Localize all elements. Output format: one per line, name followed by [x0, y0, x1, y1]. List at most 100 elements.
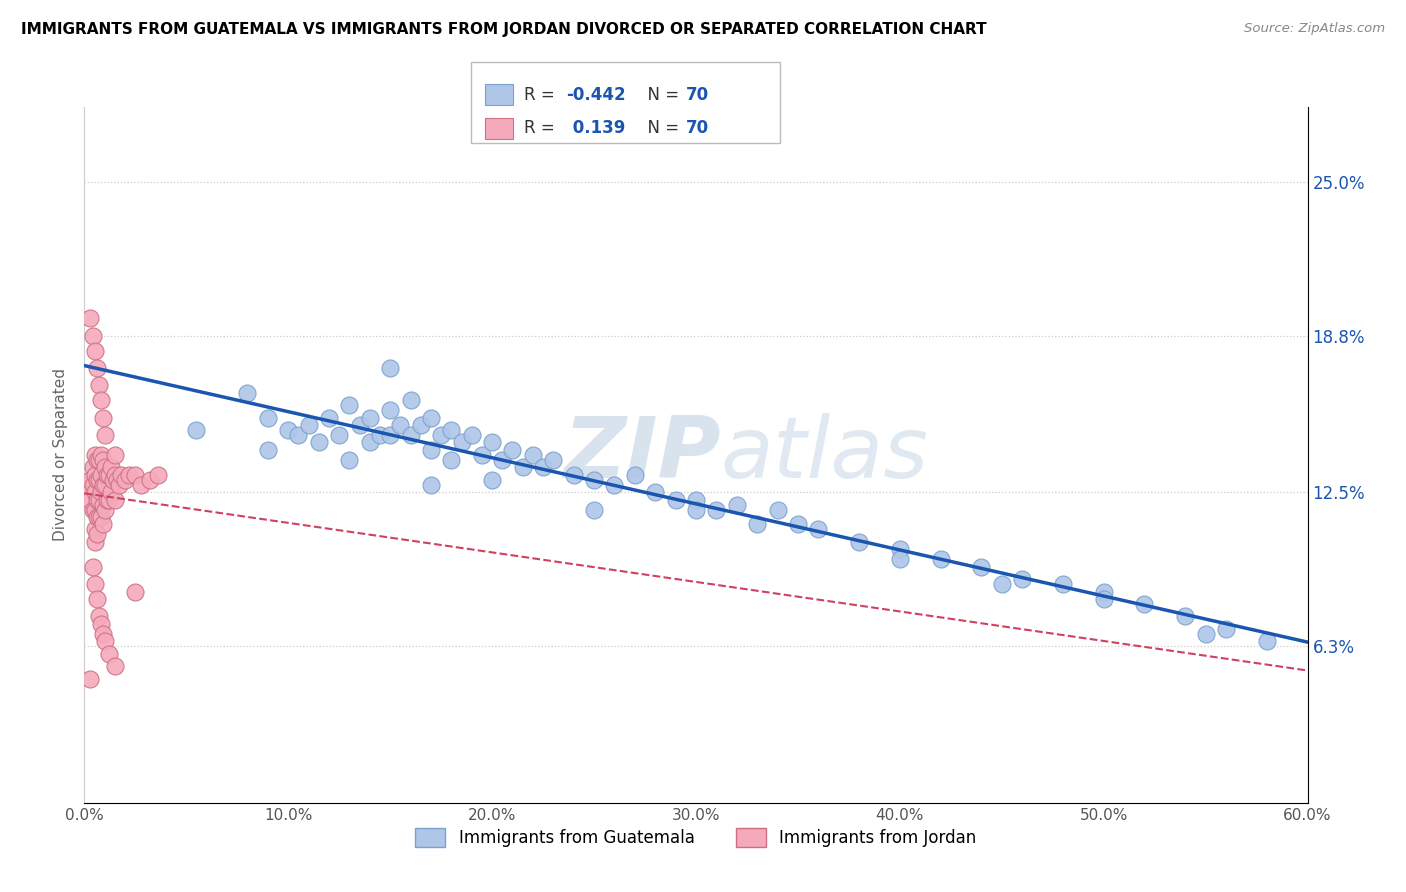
Point: [1092, 584, 1115, 599]
Text: N =: N =: [637, 120, 685, 137]
Text: 70: 70: [686, 86, 709, 103]
Point: [90, 448, 112, 462]
Point: [399, 428, 422, 442]
Point: [83, 577, 105, 591]
Point: [1133, 597, 1156, 611]
Point: [87, 492, 110, 507]
Text: -0.442: -0.442: [567, 86, 626, 103]
Point: [644, 485, 666, 500]
Point: [543, 453, 565, 467]
Point: [86, 492, 108, 507]
Point: [86, 527, 108, 541]
Point: [87, 378, 110, 392]
Point: [82, 460, 104, 475]
Point: [318, 410, 340, 425]
Point: [889, 542, 911, 557]
Point: [308, 435, 330, 450]
Point: [83, 523, 105, 537]
Point: [706, 502, 728, 516]
Point: [1052, 577, 1074, 591]
Point: [86, 592, 108, 607]
Point: [522, 448, 544, 462]
Point: [97, 492, 120, 507]
Point: [1256, 634, 1278, 648]
Point: [86, 361, 108, 376]
Point: [287, 428, 309, 442]
Point: [77, 477, 100, 491]
Text: R =: R =: [524, 86, 561, 103]
Point: [929, 552, 952, 566]
Point: [90, 467, 112, 482]
Point: [531, 460, 554, 475]
Point: [131, 477, 153, 491]
Text: N =: N =: [637, 86, 685, 103]
Point: [97, 467, 120, 482]
Point: [91, 627, 114, 641]
Point: [787, 517, 810, 532]
Point: [420, 477, 443, 491]
Point: [83, 485, 105, 500]
Point: [440, 453, 463, 467]
Point: [90, 485, 112, 500]
Point: [359, 435, 381, 450]
Point: [86, 473, 108, 487]
Point: [79, 492, 101, 507]
Point: [83, 534, 105, 549]
Text: 0.139: 0.139: [567, 120, 626, 137]
Point: [114, 473, 136, 487]
Point: [90, 510, 112, 524]
Point: [93, 477, 115, 491]
Point: [349, 418, 371, 433]
Legend: Immigrants from Guatemala, Immigrants from Jordan: Immigrants from Guatemala, Immigrants fr…: [409, 821, 983, 854]
Point: [93, 428, 115, 442]
Text: IMMIGRANTS FROM GUATEMALA VS IMMIGRANTS FROM JORDAN DIVORCED OR SEPARATED CORREL: IMMIGRANTS FROM GUATEMALA VS IMMIGRANTS …: [21, 22, 987, 37]
Point: [502, 442, 524, 457]
Text: Source: ZipAtlas.com: Source: ZipAtlas.com: [1244, 22, 1385, 36]
Point: [461, 428, 484, 442]
Point: [83, 502, 105, 516]
Point: [96, 467, 118, 482]
Point: [87, 473, 110, 487]
Point: [257, 410, 280, 425]
Point: [96, 492, 118, 507]
Point: [93, 460, 115, 475]
Point: [298, 418, 321, 433]
Point: [512, 460, 534, 475]
Point: [766, 502, 789, 516]
Point: [110, 467, 132, 482]
Point: [87, 510, 110, 524]
Point: [1174, 609, 1197, 624]
Point: [889, 552, 911, 566]
Point: [409, 418, 432, 433]
Point: [90, 393, 112, 408]
Point: [83, 467, 105, 482]
Point: [440, 423, 463, 437]
Point: [624, 467, 647, 482]
Point: [1195, 627, 1218, 641]
Point: [481, 473, 503, 487]
Point: [86, 510, 108, 524]
Point: [108, 477, 131, 491]
Point: [368, 428, 391, 442]
Point: [685, 502, 707, 516]
Point: [339, 453, 361, 467]
Point: [91, 453, 114, 467]
Point: [91, 517, 114, 532]
Point: [328, 428, 350, 442]
Point: [380, 428, 402, 442]
Point: [138, 473, 160, 487]
Point: [82, 477, 104, 491]
Point: [685, 492, 707, 507]
Point: [1092, 592, 1115, 607]
Point: [380, 361, 402, 376]
Point: [91, 477, 114, 491]
Point: [747, 517, 769, 532]
Point: [100, 485, 122, 500]
Point: [83, 448, 105, 462]
Point: [471, 448, 494, 462]
Point: [430, 428, 453, 442]
Point: [339, 398, 361, 412]
Point: [86, 453, 108, 467]
Point: [118, 467, 141, 482]
Point: [389, 418, 412, 433]
